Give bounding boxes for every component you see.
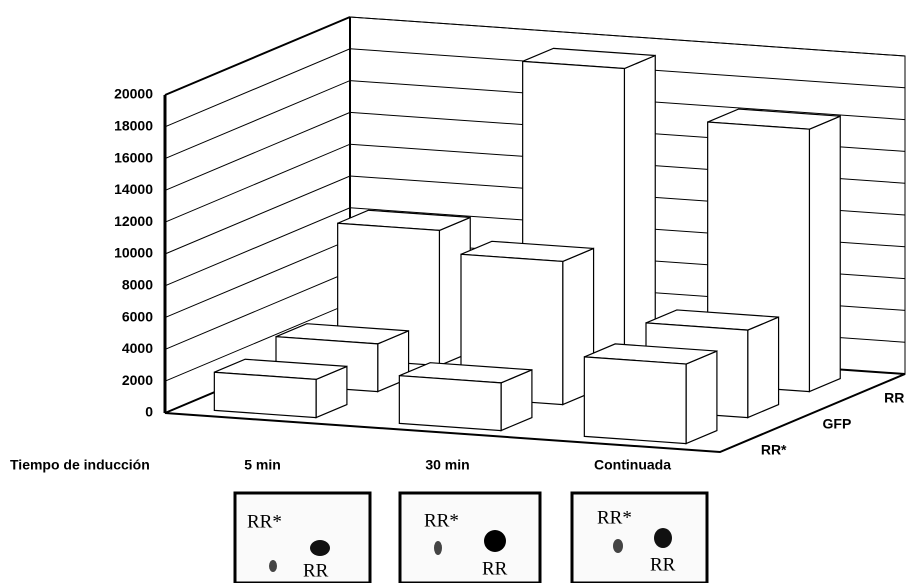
bar [583,343,718,445]
blot-label: RR [303,560,329,581]
bar-side [747,316,780,419]
top-edge [164,16,351,96]
blot-panel: RR* RR RR* RR RR* RR [233,491,709,583]
bar [398,362,533,432]
bar-side [685,350,718,445]
bar [213,358,348,419]
blot-label: RR* [424,510,459,531]
blot-frame [570,491,709,583]
y-tick-label: 20000 [114,86,153,102]
y-tick-label: 6000 [122,308,153,324]
blot-spot [484,530,506,552]
blot-label: RR [482,558,508,579]
y-tick-label: 16000 [114,149,153,165]
blot-spot [434,541,442,555]
blot-label: RR* [247,511,282,532]
y-tick-label: 0 [145,404,153,420]
series-label: RR [884,390,904,406]
blot-spot [310,540,330,556]
y-tick-label: 4000 [122,340,153,356]
blot-label: RR [650,554,676,575]
series-label: RR* [761,442,787,458]
x-tick-label: 5 min [244,457,281,473]
bar [707,108,841,393]
y-tick-label: 2000 [122,372,153,388]
bar-front [213,371,317,419]
bar-side [808,115,841,393]
blot-spot [654,528,672,548]
blot-frame [233,491,372,583]
y-tick-label: 10000 [114,245,153,261]
blot-spot [269,560,277,572]
blot-label: RR* [597,507,632,528]
y-tick-label: 14000 [114,181,153,197]
y-tick-label: 8000 [122,277,153,293]
y-tick-label: 18000 [114,118,153,134]
x-tick-label: Continuada [594,457,671,473]
blot-spot [613,539,623,553]
series-label: GFP [823,416,852,432]
bar-front [583,356,687,445]
x-axis-label: Tiempo de inducción [10,457,150,473]
y-tick-label: 12000 [114,213,153,229]
blot-frame [398,491,542,583]
x-tick-label: 30 min [425,457,469,473]
bar-front [398,375,502,432]
